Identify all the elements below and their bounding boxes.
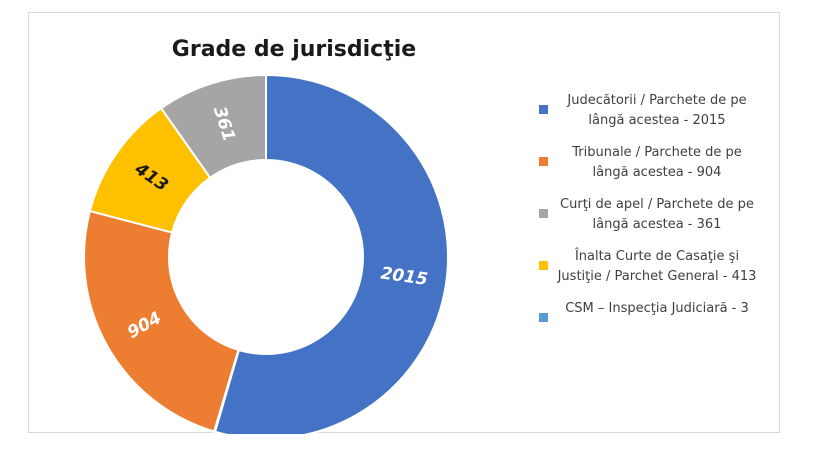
legend-label-2: Curţi de apel / Parchete de pe lângă ace… [560,197,754,232]
chart-frame: Grade de jurisdicţie 2015 904 413 361 Judec… [28,12,780,434]
legend-label-3: Înalta Curte de Casaţie şi Justiţie / Pa… [557,249,757,284]
legend-swatch-0 [539,105,548,114]
donut-slice-1 [83,209,240,433]
legend-swatch-4 [539,313,548,322]
legend-swatch-3 [539,261,548,270]
legend-item-4: CSM – Inspecţia Judiciară - 3 [539,299,779,322]
legend-label-1: Tribunale / Parchete de pe lângă acestea… [572,145,742,180]
donut-slice-0 [213,73,449,434]
chart-legend: Judecătorii / Parchete de pe lângă acest… [539,91,779,334]
legend-swatch-2 [539,209,548,218]
legend-item-0: Judecătorii / Parchete de pe lângă acest… [539,91,779,131]
legend-item-1: Tribunale / Parchete de pe lângă acestea… [539,143,779,183]
legend-label-4: CSM – Inspecţia Judiciară - 3 [565,301,749,316]
legend-label-0: Judecătorii / Parchete de pe lângă acest… [567,93,747,128]
donut-slice-2 [159,73,267,180]
chart-title: Grade de jurisdicţie [171,37,417,62]
legend-item-3: Înalta Curte de Casaţie şi Justiţie / Pa… [539,247,779,287]
legend-swatch-1 [539,157,548,166]
legend-item-2: Curţi de apel / Parchete de pe lângă ace… [539,195,779,235]
